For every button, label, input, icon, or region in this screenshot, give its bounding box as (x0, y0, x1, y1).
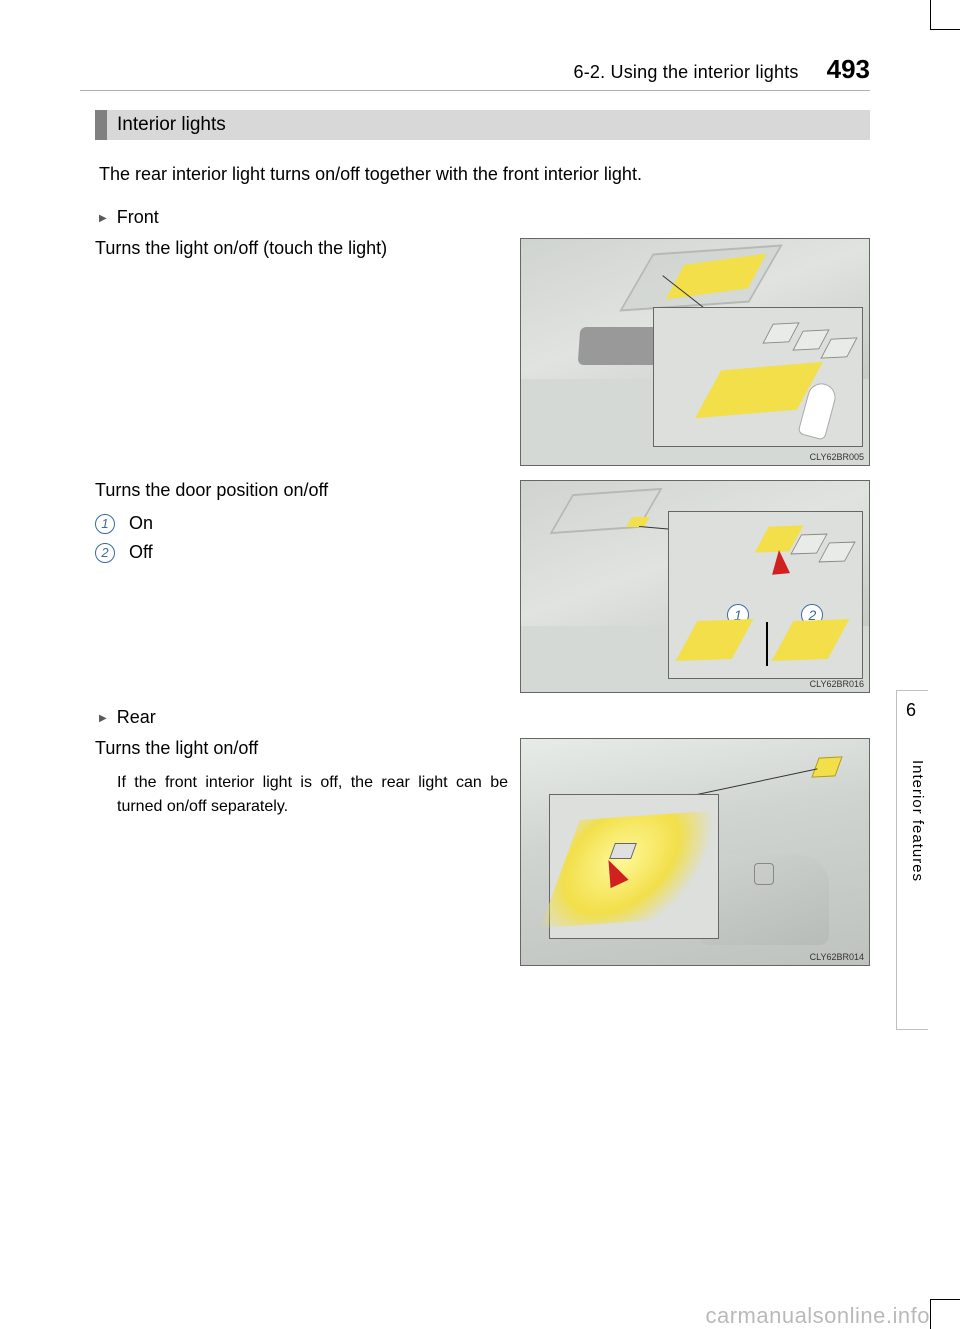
fig2-code: CLY62BR016 (810, 679, 864, 689)
fig3-ceiling-button (811, 756, 842, 777)
fig2-switch-highlight (626, 517, 650, 527)
rear-p1: Turns the light on/off (95, 738, 508, 759)
circle-2: 2 (95, 543, 115, 563)
front-text-2: Turns the door position on/off 1 On 2 Off (95, 480, 520, 571)
fig3-inset (549, 794, 719, 939)
section-title: 6-2. Using the interior lights (574, 62, 799, 83)
page-number: 493 (827, 54, 870, 85)
list-item-on: 1 On (95, 513, 508, 534)
fig2-inset: 1 2 (668, 511, 863, 679)
front-list: 1 On 2 Off (95, 513, 508, 563)
fig1-code: CLY62BR005 (810, 452, 864, 462)
crop-mark-top (930, 0, 960, 30)
page-header: 6-2. Using the interior lights 493 (0, 54, 960, 85)
heading-title: Interior lights (107, 110, 870, 140)
front-row-1: Turns the light on/off (touch the light)… (95, 238, 870, 466)
fig2-grey-button (818, 542, 855, 563)
rear-heading: Rear (99, 707, 870, 728)
fig3-code: CLY62BR014 (810, 952, 864, 962)
figure-1: CLY62BR005 (520, 238, 870, 466)
rear-text: Turns the light on/off If the front inte… (95, 738, 520, 819)
label-off: Off (129, 542, 153, 563)
fig1-button (820, 337, 857, 358)
heading-bar (95, 110, 107, 140)
fig1-inset (653, 307, 863, 447)
intro-text: The rear interior light turns on/off tog… (99, 164, 870, 185)
fig2-door-button-on (676, 619, 754, 661)
chapter-number: 6 (906, 700, 916, 721)
fig2-door-button-off (772, 619, 850, 661)
front-text-1: Turns the light on/off (touch the light) (95, 238, 520, 271)
section-heading: Interior lights (95, 110, 870, 140)
arrow-up-icon (770, 549, 790, 574)
header-rule (80, 90, 870, 91)
figure-2: 1 2 CLY62BR016 (520, 480, 870, 693)
front-p2: Turns the door position on/off (95, 480, 508, 501)
rear-row: Turns the light on/off If the front inte… (95, 738, 870, 966)
rear-note: If the front interior light is off, the … (117, 771, 508, 819)
figure-3: CLY62BR014 (520, 738, 870, 966)
chapter-name: Interior features (909, 760, 926, 882)
fig1-button (792, 329, 829, 350)
watermark: carmanualsonline.info (705, 1303, 930, 1329)
circle-1: 1 (95, 514, 115, 534)
fig2-divider (766, 622, 768, 666)
fig3-seat-mark (754, 863, 774, 885)
front-p1: Turns the light on/off (touch the light) (95, 238, 508, 259)
front-row-2: Turns the door position on/off 1On 2Off … (95, 480, 870, 693)
label-on: On (129, 513, 153, 534)
front-heading: Front (99, 207, 870, 228)
list-item-off: 2 Off (95, 542, 508, 563)
crop-mark-bottom (930, 1299, 960, 1329)
fig1-button (762, 322, 799, 343)
fig3-light-glow (540, 810, 722, 928)
content-area: Interior lights The rear interior light … (95, 110, 870, 980)
